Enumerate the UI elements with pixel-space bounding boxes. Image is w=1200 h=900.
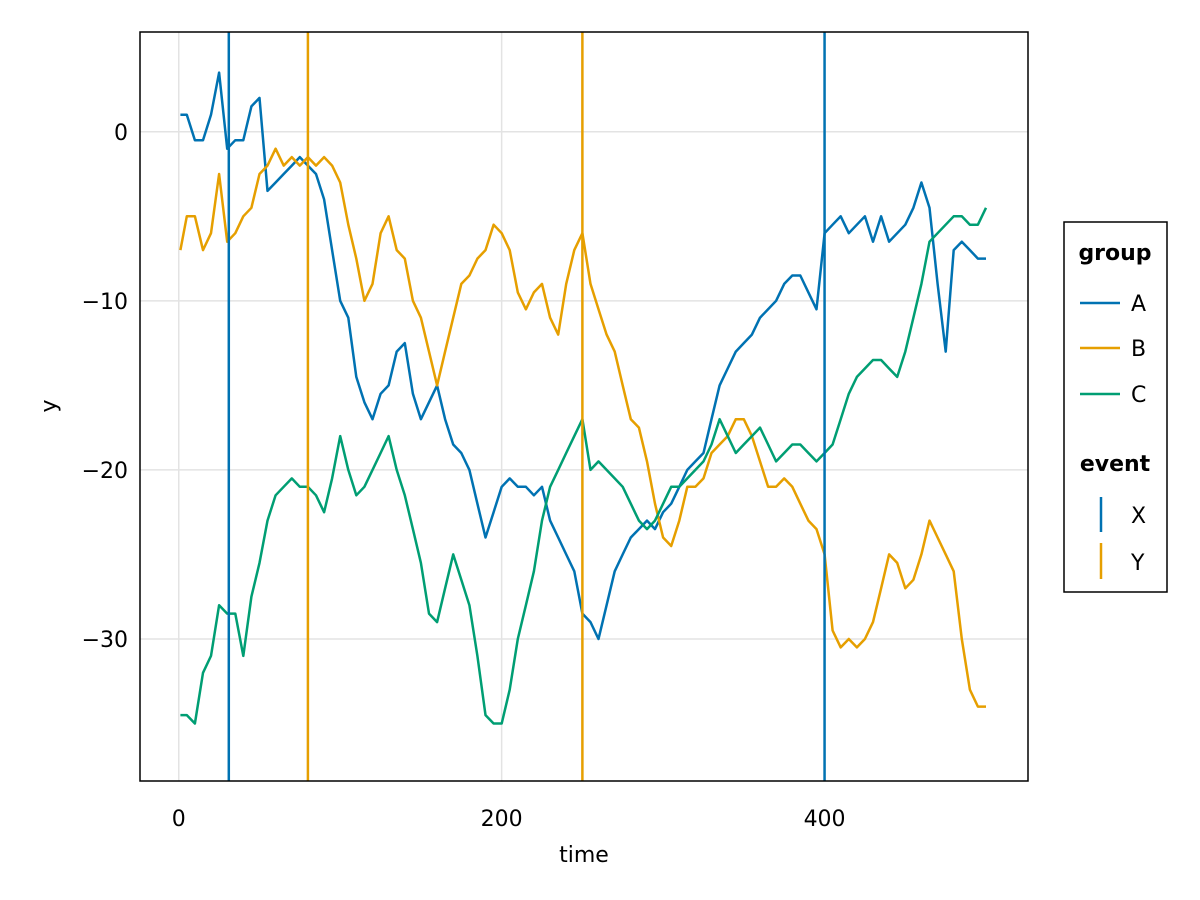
legend-group-title: group: [1078, 241, 1151, 266]
event-lines: [227, 32, 826, 781]
y-tick-label: −30: [82, 628, 128, 653]
x-tick-label: 400: [804, 807, 846, 832]
grid-lines: [140, 32, 1028, 781]
legend-frame: [1063, 221, 1168, 593]
x-tick-label: 200: [481, 807, 523, 832]
legend-label-c: C: [1131, 383, 1146, 408]
plot-frame: [139, 31, 1029, 782]
y-tick-label: 0: [114, 121, 128, 146]
x-tick-label: 0: [172, 807, 186, 832]
legend: group A B C event X Y: [1063, 221, 1168, 593]
legend-label-y: Y: [1130, 551, 1145, 576]
x-axis-label: time: [559, 843, 609, 868]
y-tick-label: −20: [82, 459, 128, 484]
y-axis-label: y: [37, 399, 62, 412]
legend-label-b: B: [1131, 337, 1146, 362]
x-axis-ticks: 0 200 400: [172, 807, 846, 832]
legend-label-a: A: [1131, 292, 1146, 317]
legend-label-x: X: [1131, 504, 1146, 529]
y-axis-ticks: 0 −10 −20 −30: [82, 121, 128, 653]
y-tick-label: −10: [82, 290, 128, 315]
legend-event-title: event: [1080, 452, 1151, 477]
